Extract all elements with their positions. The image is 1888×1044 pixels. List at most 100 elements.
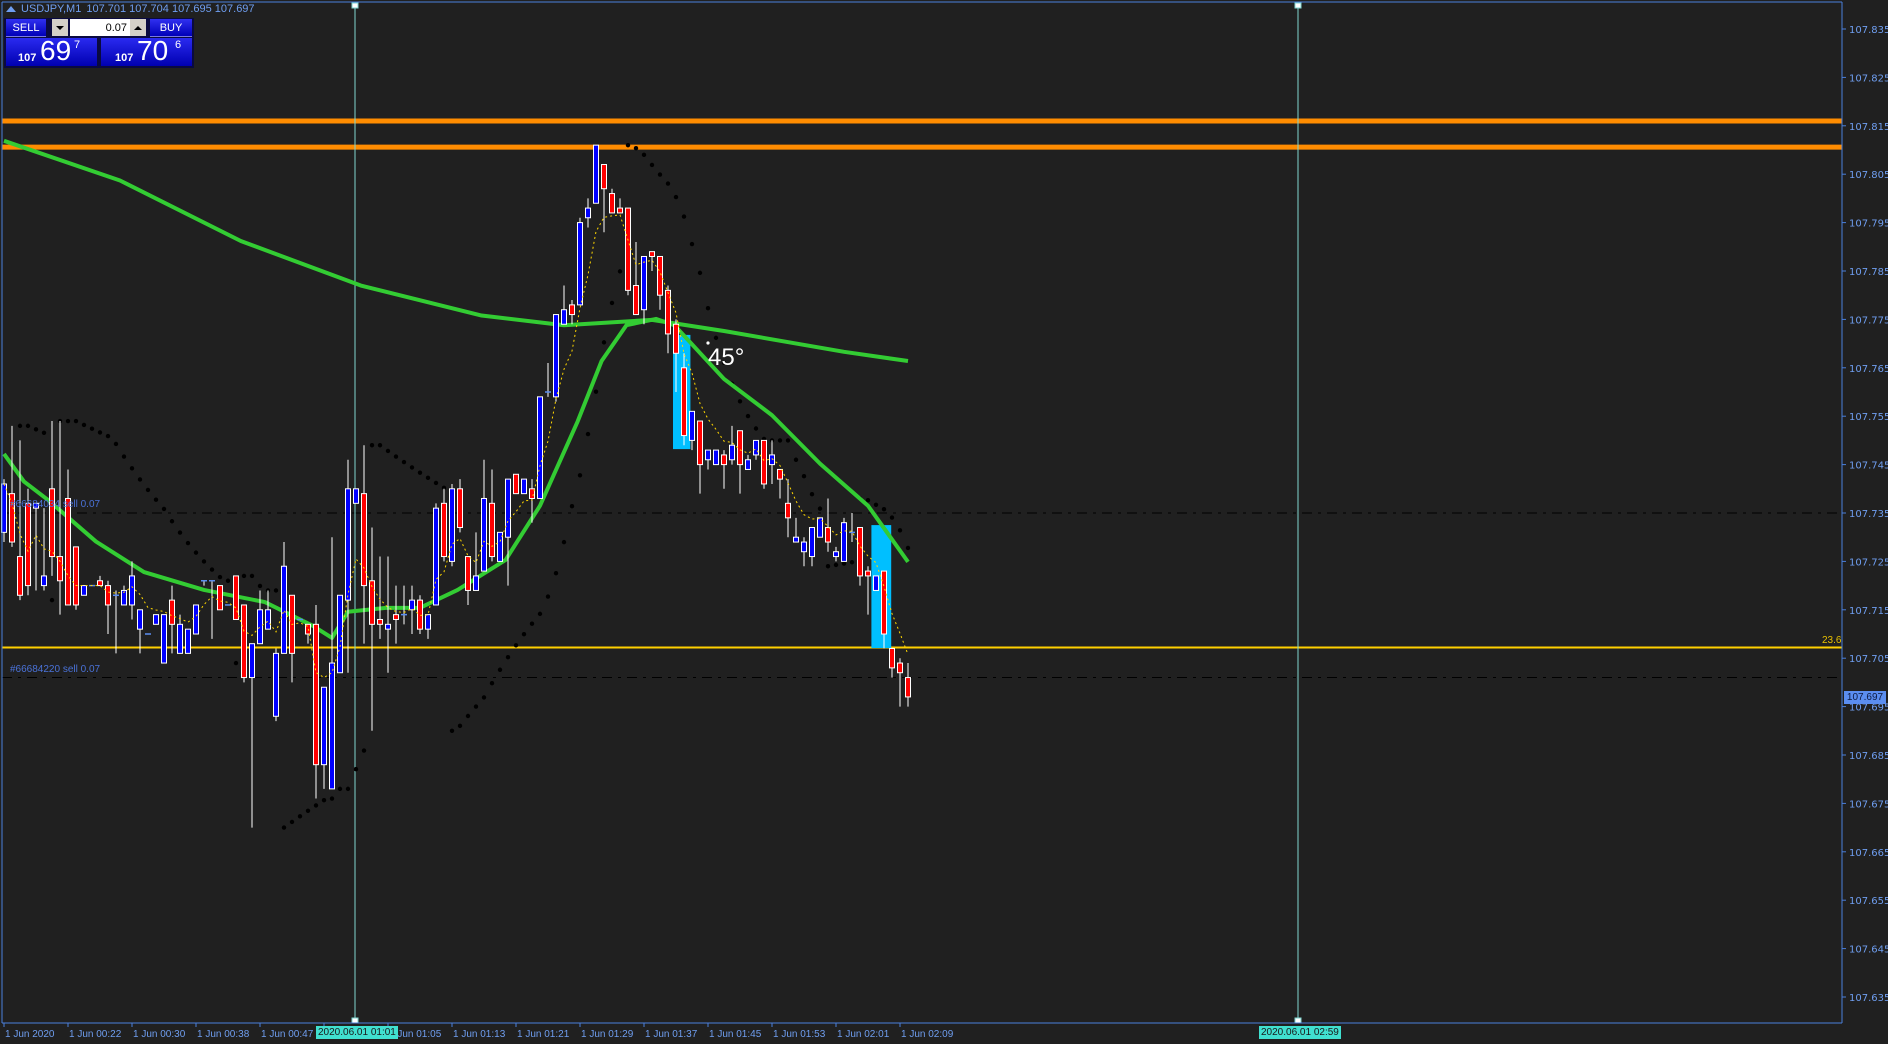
candle xyxy=(473,532,479,591)
candle-body xyxy=(889,648,895,669)
sar-dot xyxy=(97,430,103,435)
candle xyxy=(849,513,855,543)
candle xyxy=(345,459,351,673)
sar-dot xyxy=(321,797,327,803)
sar-dot xyxy=(481,695,487,700)
sell-price-box[interactable]: 107 69 7 xyxy=(6,35,97,66)
price-tick-label: 107.725 xyxy=(1849,557,1888,568)
sar-dot xyxy=(169,519,175,524)
candle-body xyxy=(257,609,263,645)
price-tick-label: 107.755 xyxy=(1849,412,1888,423)
candle-body xyxy=(249,643,255,679)
candle-body xyxy=(185,628,191,654)
sar-dot xyxy=(425,475,431,481)
angle-anchor-dot[interactable] xyxy=(706,341,710,345)
candle-body xyxy=(353,488,359,504)
sar-dot xyxy=(625,142,631,148)
sar-dot xyxy=(441,485,447,491)
candle xyxy=(553,314,559,402)
sar-dot xyxy=(785,438,791,443)
candle xyxy=(809,527,815,567)
candle xyxy=(185,628,191,654)
candle-body xyxy=(809,527,815,558)
vertical-line-handle[interactable] xyxy=(351,1017,359,1024)
order-label[interactable]: #66684220 sell 0.07 xyxy=(10,663,101,675)
candle xyxy=(857,527,863,586)
candle xyxy=(817,517,823,538)
candle xyxy=(161,614,167,664)
candle xyxy=(777,468,783,499)
price-tick-label: 107.795 xyxy=(1849,219,1888,230)
candle xyxy=(369,527,375,731)
sar-dot xyxy=(905,545,911,551)
candle-body xyxy=(633,285,639,316)
price-tick-label: 107.695 xyxy=(1849,703,1888,714)
sar-dot xyxy=(129,466,135,471)
sar-dot xyxy=(449,728,455,733)
sell-price-prefix: 107 xyxy=(18,52,37,64)
sar-dot xyxy=(49,597,55,603)
candle xyxy=(81,585,87,596)
sar-dot xyxy=(305,808,311,814)
price-tick-label: 107.815 xyxy=(1849,122,1888,133)
lot-size-input[interactable] xyxy=(70,19,130,36)
time-tick-label: 1 Jun 02:09 xyxy=(901,1029,954,1040)
candle xyxy=(137,609,143,654)
vertical-lines[interactable] xyxy=(351,2,1302,1024)
vertical-line-handle[interactable] xyxy=(351,2,359,9)
candle xyxy=(609,188,615,214)
collapse-triangle-icon[interactable] xyxy=(6,6,16,12)
sar-dot xyxy=(649,162,655,168)
candle-body xyxy=(345,488,351,601)
sar-dot xyxy=(841,561,847,566)
candle-body xyxy=(513,473,519,495)
vertical-line-handle[interactable] xyxy=(1294,2,1302,9)
sell-button[interactable]: SELL xyxy=(6,19,46,37)
candle-body xyxy=(825,527,831,543)
sar-dot xyxy=(601,340,607,345)
time-axis[interactable]: 1 Jun 2020 1 Jun 00:22 1 Jun 00:30 1 Jun 00… xyxy=(3,1023,954,1040)
candle xyxy=(257,590,263,645)
candle-body xyxy=(801,541,807,553)
trendline-angle-label[interactable]: 45° xyxy=(708,344,745,371)
price-tick-label: 107.645 xyxy=(1849,945,1888,956)
sar-dot xyxy=(377,443,383,448)
candle-body xyxy=(217,585,223,611)
candle xyxy=(377,556,383,639)
vertical-line-handle[interactable] xyxy=(1294,1017,1302,1024)
buy-price-box[interactable]: 107 70 6 xyxy=(101,35,192,66)
sar-dot xyxy=(769,438,775,443)
sar-dot xyxy=(353,766,359,772)
price-axis[interactable]: 107.835 107.825 107.815 107.805 107.795 107.7… xyxy=(1842,25,1888,1004)
candle-body xyxy=(897,662,903,674)
sar-dot xyxy=(817,506,823,511)
candle xyxy=(57,421,63,615)
order-label[interactable]: #66684034 sell 0.07 xyxy=(10,499,101,510)
candle xyxy=(625,207,631,296)
candle xyxy=(665,285,671,354)
buy-button[interactable]: BUY xyxy=(150,19,192,37)
sar-dot xyxy=(697,270,703,276)
slow-ma-line xyxy=(3,138,909,364)
candle xyxy=(121,585,127,606)
candle-body xyxy=(465,556,471,591)
sar-dot xyxy=(673,194,679,200)
candle-body xyxy=(65,497,71,606)
price-tick-label: 107.785 xyxy=(1849,267,1888,278)
candle xyxy=(153,614,159,625)
candle-body xyxy=(449,488,455,562)
price-tick-label: 107.715 xyxy=(1849,606,1888,617)
lot-increase-button[interactable] xyxy=(130,19,146,36)
sar-dot xyxy=(881,506,887,512)
candle-body xyxy=(481,497,487,572)
candle-body xyxy=(25,502,31,587)
candle-body xyxy=(505,478,511,538)
sar-dot xyxy=(513,643,519,648)
candle xyxy=(841,517,847,562)
lot-decrease-button[interactable] xyxy=(52,19,68,36)
sar-dot xyxy=(153,497,159,502)
candle-body xyxy=(241,604,247,679)
candle-body xyxy=(425,614,431,630)
sar-dot xyxy=(241,573,247,579)
